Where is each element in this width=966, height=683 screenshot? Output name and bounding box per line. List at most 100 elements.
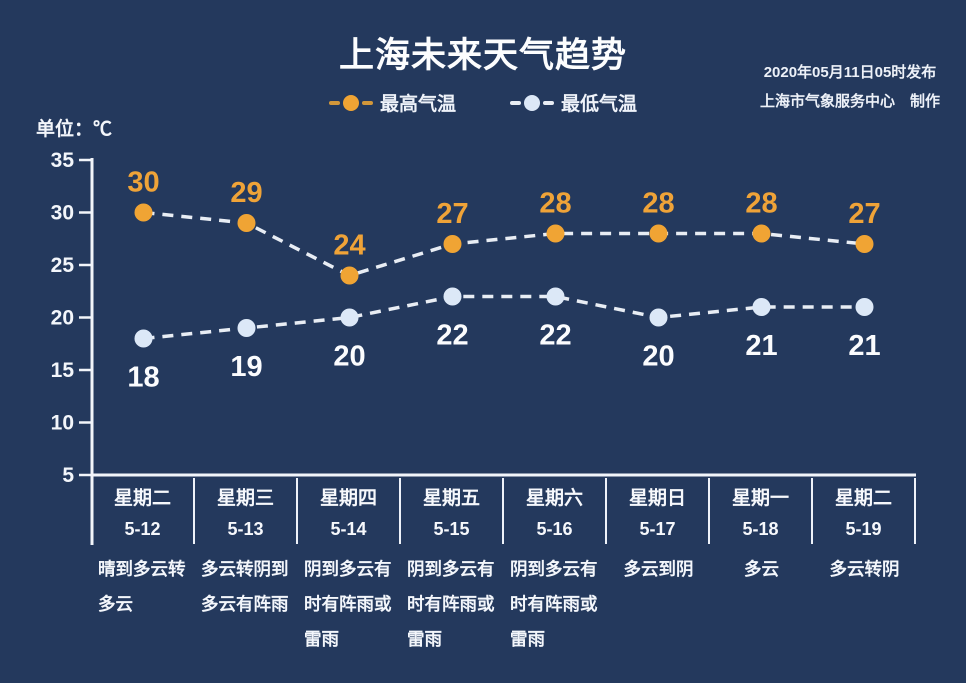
day-date-row: 星期二 5-12 星期三 5-13 星期四 5-14 星期五 5-15 星期六 5-16 星期日 5-… [92, 478, 916, 544]
legend-label-low: 最低气温 [561, 94, 638, 115]
low-temp-value-label: 21 [848, 330, 880, 362]
high-temp-value-label: 27 [436, 198, 468, 230]
low-temp-point [443, 287, 462, 306]
high-temp-legend-dot-icon [342, 94, 359, 111]
high-temp-value-label: 27 [848, 198, 880, 230]
day-cell: 星期四 5-14 [298, 478, 401, 544]
y-tick-label: 25 [51, 254, 75, 277]
high-temp-legend-dash-icon [328, 100, 340, 105]
low-temp-point [752, 298, 771, 316]
weather-cell: 晴到多云转多云 [92, 552, 195, 622]
legend: 最高气温 最低气温 [0, 89, 966, 116]
y-tick-label: 10 [51, 412, 74, 435]
day-name: 星期六 [525, 487, 583, 509]
weather-cell: 多云转阴到多云有阵雨 [195, 552, 298, 622]
low-temp-value-label: 22 [436, 320, 468, 352]
y-tick-label: 5 [62, 464, 74, 487]
low-temp-value-label: 19 [230, 351, 262, 383]
high-temp-value-label: 24 [333, 230, 365, 262]
day-cell: 星期六 5-16 [504, 478, 607, 544]
weather-description: 阴到多云有时有阵雨或雷雨 [407, 559, 495, 649]
low-temp-point [134, 329, 153, 348]
high-temp-value-label: 28 [539, 188, 571, 220]
low-temp-value-label: 21 [745, 330, 777, 362]
y-tick-label: 20 [51, 307, 74, 330]
day-cell: 星期二 5-19 [813, 478, 916, 544]
day-cell: 星期日 5-17 [607, 478, 710, 544]
low-temp-point [855, 298, 874, 316]
y-tick-label: 30 [51, 202, 74, 225]
high-temp-value-label: 29 [230, 177, 262, 209]
weather-cell: 阴到多云有时有阵雨或雷雨 [504, 552, 607, 657]
low-temp-legend-dash-icon [543, 100, 554, 105]
high-temp-point [443, 235, 462, 253]
y-tick-label: 35 [51, 149, 75, 172]
low-temp-value-label: 22 [539, 320, 571, 352]
low-temp-value-label: 18 [127, 362, 159, 394]
high-temp-value-label: 28 [745, 188, 777, 220]
low-temp-value-label: 20 [642, 341, 674, 373]
low-temp-legend-dash-icon [510, 100, 521, 105]
weather-description: 阴到多云有时有阵雨或雷雨 [510, 559, 598, 649]
weather-row: 晴到多云转多云 多云转阴到多云有阵雨 阴到多云有时有阵雨或雷雨 阴到多云有时有阵雨或雷… [92, 552, 916, 657]
weather-description: 多云转阴到多云有阵雨 [201, 559, 289, 614]
weather-cell: 多云 [710, 552, 813, 587]
day-cell: 星期三 5-13 [195, 478, 298, 544]
day-cell: 星期一 5-18 [710, 478, 813, 544]
low-temp-point [546, 287, 565, 306]
publish-datetime: 2020年05月11日05时发布 [763, 64, 937, 81]
y-tick-label: 15 [51, 359, 75, 382]
day-name: 星期五 [422, 487, 480, 509]
weather-cell: 阴到多云有时有阵雨或雷雨 [401, 552, 504, 657]
weather-description: 晴到多云转多云 [98, 559, 186, 614]
page-title: 上海未来天气趋势 [338, 36, 627, 75]
day-date: 5-17 [639, 518, 676, 539]
high-temp-point [134, 203, 153, 222]
low-temp-legend-dot-icon [524, 94, 540, 111]
low-temp-point [649, 308, 668, 327]
high-temp-point [340, 266, 359, 285]
high-temp-value-label: 30 [127, 167, 159, 199]
day-date: 5-18 [742, 518, 779, 539]
low-temp-point [340, 308, 359, 327]
weather-cell: 多云转阴 [813, 552, 916, 587]
legend-item-low: 最低气温 [510, 89, 637, 116]
day-name: 星期三 [216, 487, 274, 509]
weather-description: 阴到多云有时有阵雨或雷雨 [304, 559, 392, 649]
day-cell: 星期二 5-12 [92, 478, 195, 544]
day-name: 星期二 [113, 487, 171, 509]
publish-author: 上海市气象服务中心 制作 [759, 93, 940, 110]
low-temp-value-label: 20 [333, 341, 365, 373]
high-temp-value-label: 28 [642, 188, 674, 220]
weather-description: 多云到阴 [623, 559, 694, 579]
day-cell: 星期五 5-15 [401, 478, 504, 544]
day-name: 星期一 [731, 487, 789, 509]
day-date: 5-15 [433, 518, 470, 539]
high-temp-point [855, 235, 874, 253]
day-date: 5-16 [536, 518, 573, 539]
high-temp-point [649, 224, 668, 243]
weather-description: 多云转阴 [829, 559, 900, 579]
legend-label-high: 最高气温 [379, 94, 456, 115]
day-name: 星期日 [628, 487, 686, 509]
publish-info: 2020年05月11日05时发布 上海市气象服务中心 制作 [760, 58, 940, 116]
low-temp-line [143, 294, 865, 341]
y-axis-unit-label: 单位：℃ [36, 119, 113, 140]
legend-item-high: 最高气温 [328, 89, 456, 116]
day-name: 星期二 [834, 487, 892, 509]
day-date: 5-12 [124, 518, 161, 539]
high-temp-point [237, 214, 256, 232]
day-date: 5-19 [845, 518, 882, 539]
high-temp-point [546, 224, 565, 243]
low-temp-point [237, 319, 256, 337]
day-date: 5-14 [330, 518, 367, 539]
day-date: 5-13 [227, 518, 264, 539]
weather-description: 多云 [744, 559, 779, 579]
high-temp-line [143, 210, 865, 278]
weather-cell: 多云到阴 [607, 552, 710, 587]
high-temp-point [752, 224, 771, 243]
day-name: 星期四 [319, 487, 377, 509]
weather-cell: 阴到多云有时有阵雨或雷雨 [298, 552, 401, 657]
